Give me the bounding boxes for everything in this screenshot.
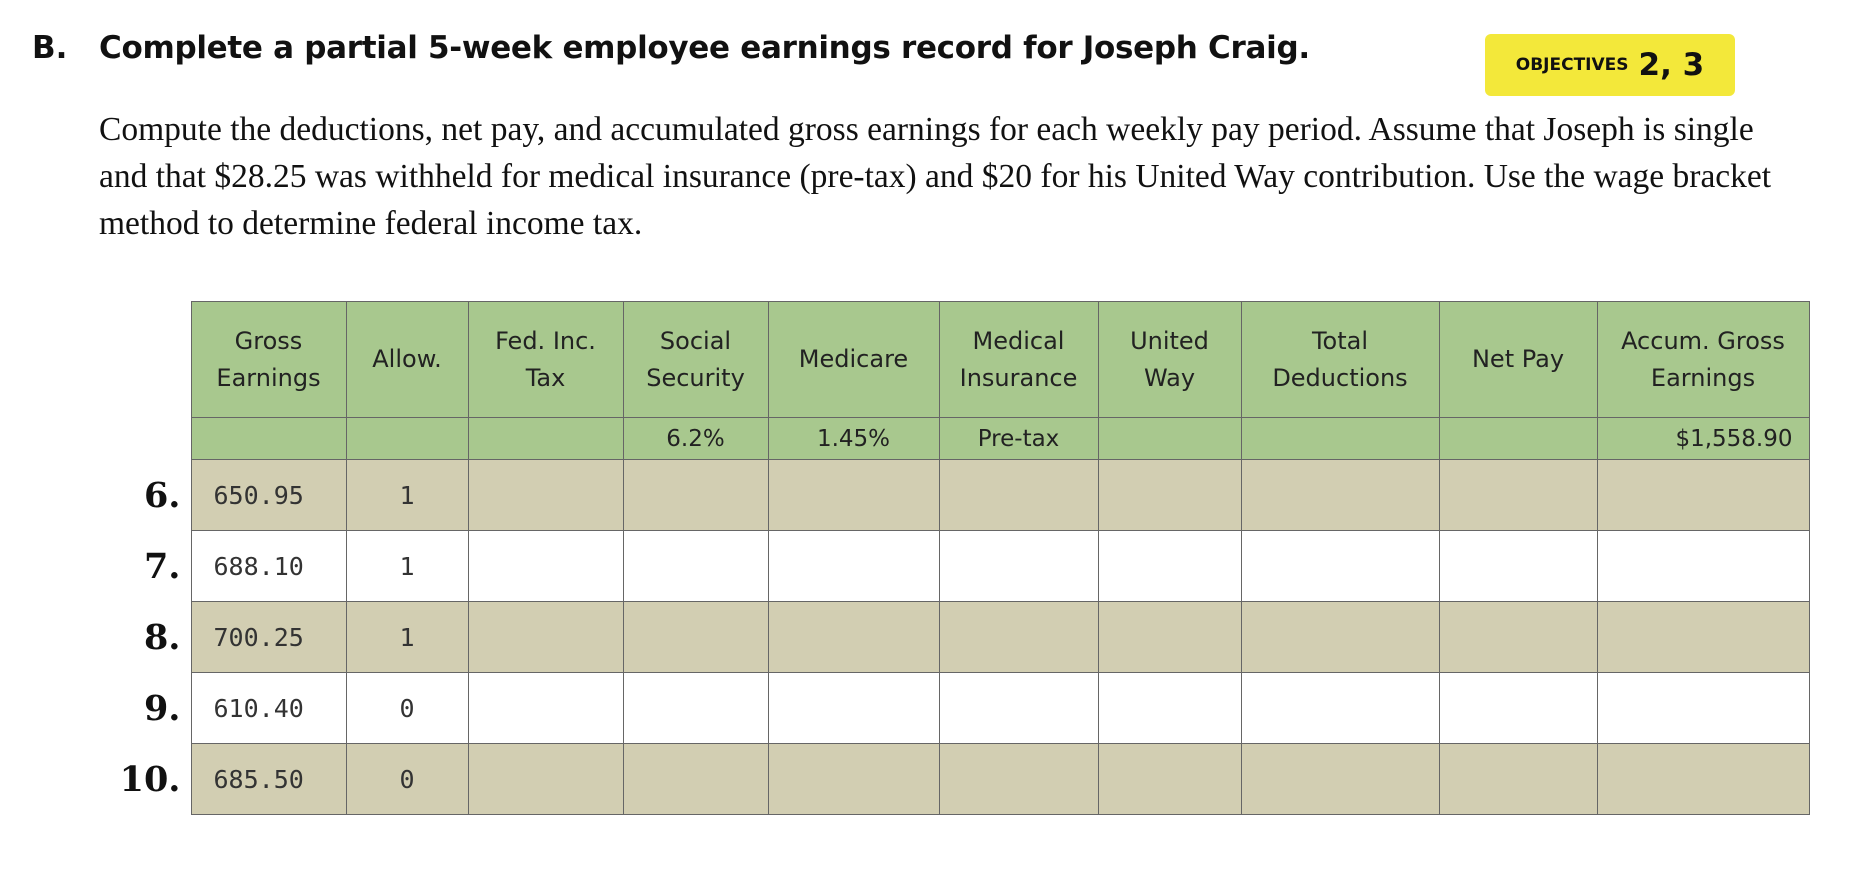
column-header: Medicare — [767, 301, 940, 418]
empty-cell — [1240, 601, 1440, 673]
rate: $1,558.90 — [1596, 417, 1810, 460]
cell — [467, 417, 624, 460]
empty-cell — [938, 459, 1099, 531]
empty-cell — [1438, 601, 1598, 673]
empty-cell — [622, 743, 769, 815]
empty-cell — [1097, 601, 1242, 673]
empty-cell — [1240, 672, 1440, 744]
instructions: Compute the deductions, net pay, and acc… — [99, 111, 1772, 242]
cell — [1240, 417, 1440, 460]
empty-cell — [1596, 743, 1810, 815]
allowances: 1 — [345, 601, 469, 673]
rate: Pre-tax — [938, 417, 1099, 460]
row-number: 9. — [0, 672, 191, 744]
empty-cell — [767, 672, 940, 744]
column-header: Total Deductions — [1240, 301, 1440, 418]
empty-cell — [622, 530, 769, 602]
empty-cell — [467, 743, 624, 815]
empty-cell — [1097, 743, 1242, 815]
allowances: 0 — [345, 672, 469, 744]
empty-cell — [938, 672, 1099, 744]
cell — [345, 417, 469, 460]
allowances: 1 — [345, 530, 469, 602]
empty-cell — [1240, 530, 1440, 602]
row-number: 10. — [0, 743, 191, 815]
row-number: 8. — [0, 601, 191, 673]
data-row: 8. 700.25 1 — [0, 601, 1810, 673]
empty-cell — [1097, 672, 1242, 744]
spacer — [0, 417, 191, 460]
empty-cell — [1596, 672, 1810, 744]
data-row: 10. 685.50 0 — [0, 743, 1810, 815]
section-label: B. — [32, 30, 68, 66]
empty-cell — [467, 601, 624, 673]
empty-cell — [938, 530, 1099, 602]
objectives-label: OBJECTIVES — [1515, 55, 1629, 75]
gross-earnings: 688.10 — [190, 530, 347, 602]
column-header: Gross Earnings — [190, 301, 347, 418]
empty-cell — [622, 459, 769, 531]
column-header: United Way — [1097, 301, 1242, 418]
empty-cell — [467, 672, 624, 744]
rate-row: 6.2% 1.45% Pre-tax $1,558.90 — [0, 417, 1810, 460]
rate: 6.2% — [622, 417, 769, 460]
header-row: Gross Earnings Allow. Fed. Inc. Tax Social … — [0, 301, 1810, 418]
objectives-numbers: 2, 3 — [1638, 47, 1705, 83]
rate: 1.45% — [767, 417, 940, 460]
column-header: Net Pay — [1438, 301, 1598, 418]
gross-earnings: 610.40 — [190, 672, 347, 744]
table-body: 6.2% 1.45% Pre-tax $1,558.90 6. 650.95 1 7.… — [0, 417, 1810, 815]
data-row: 7. 688.10 1 — [0, 530, 1810, 602]
empty-cell — [622, 601, 769, 673]
data-row: 9. 610.40 0 — [0, 672, 1810, 744]
allowances: 0 — [345, 743, 469, 815]
empty-cell — [1240, 743, 1440, 815]
empty-cell — [467, 530, 624, 602]
empty-cell — [1438, 459, 1598, 531]
empty-cell — [1438, 672, 1598, 744]
cell — [1438, 417, 1598, 460]
empty-cell — [1596, 530, 1810, 602]
objectives-badge: OBJECTIVES 2, 3 — [1485, 34, 1735, 96]
gross-earnings: 685.50 — [190, 743, 347, 815]
empty-cell — [1097, 530, 1242, 602]
column-header: Allow. — [345, 301, 469, 418]
empty-cell — [1240, 459, 1440, 531]
row-number: 7. — [0, 530, 191, 602]
cell — [190, 417, 347, 460]
empty-cell — [767, 530, 940, 602]
empty-cell — [938, 743, 1099, 815]
column-header: Accum. Gross Earnings — [1596, 301, 1810, 418]
row-number: 6. — [0, 459, 191, 531]
empty-cell — [467, 459, 624, 531]
gross-earnings: 650.95 — [190, 459, 347, 531]
column-header: Fed. Inc. Tax — [467, 301, 624, 418]
section-title: Complete a partial 5-week employee earni… — [99, 30, 1310, 66]
empty-cell — [767, 459, 940, 531]
cell — [1097, 417, 1242, 460]
empty-cell — [767, 743, 940, 815]
spacer — [0, 301, 191, 418]
empty-cell — [1596, 459, 1810, 531]
empty-cell — [1596, 601, 1810, 673]
gross-earnings: 700.25 — [190, 601, 347, 673]
earnings-table: Gross Earnings Allow. Fed. Inc. Tax Social … — [0, 301, 1810, 815]
empty-cell — [622, 672, 769, 744]
empty-cell — [1097, 459, 1242, 531]
column-header: Social Security — [622, 301, 769, 418]
empty-cell — [767, 601, 940, 673]
empty-cell — [1438, 530, 1598, 602]
empty-cell — [938, 601, 1099, 673]
data-row: 6. 650.95 1 — [0, 459, 1810, 531]
column-header: Medical Insurance — [938, 301, 1099, 418]
allowances: 1 — [345, 459, 469, 531]
empty-cell — [1438, 743, 1598, 815]
